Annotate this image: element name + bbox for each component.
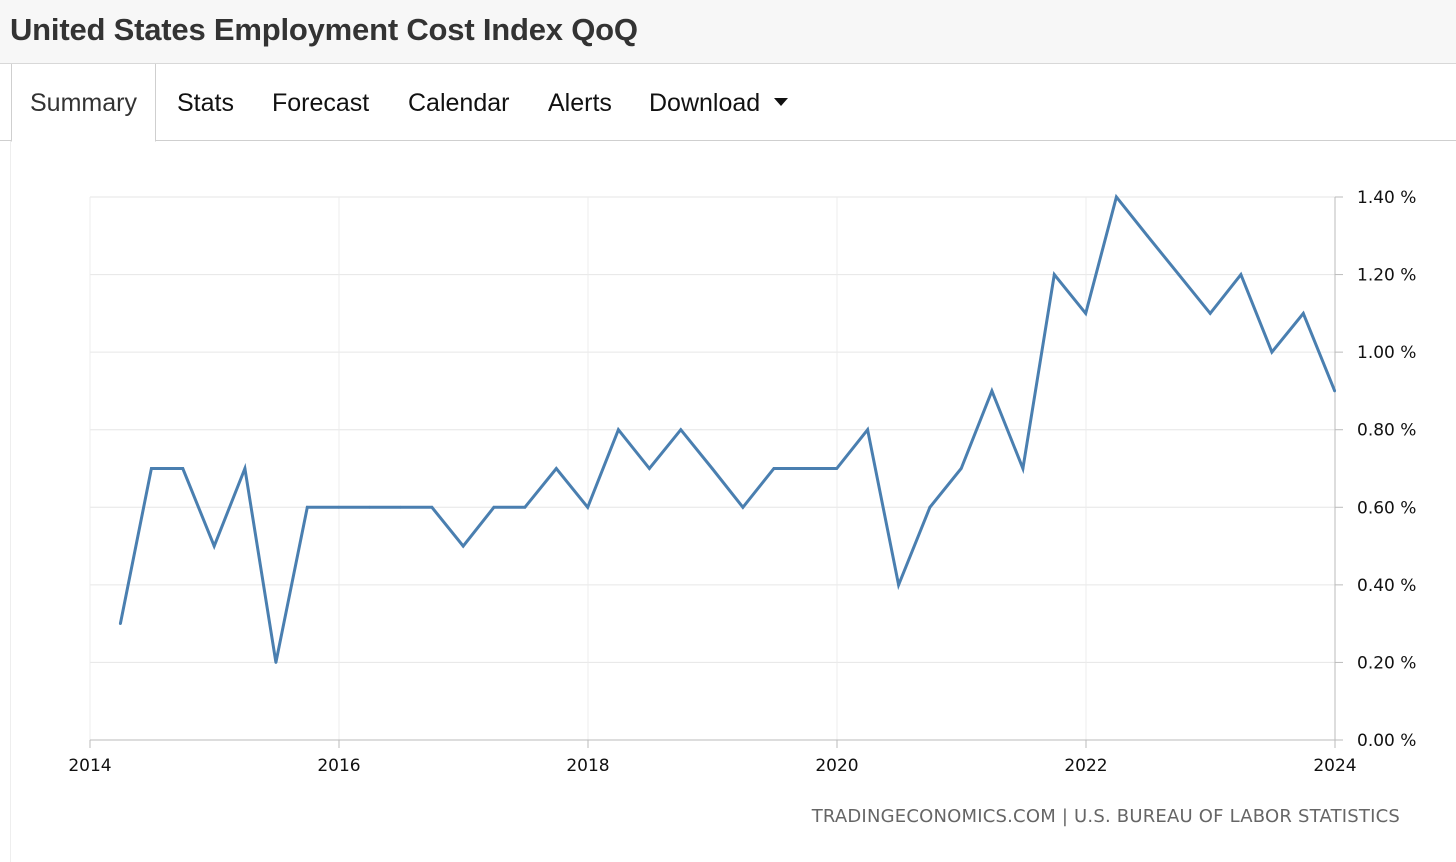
data-point	[1021, 467, 1025, 470]
x-tick-label: 2024	[1313, 756, 1356, 776]
data-point	[243, 467, 247, 470]
tab-calendar[interactable]: Calendar	[408, 64, 509, 141]
data-point	[149, 467, 153, 470]
data-point	[118, 622, 122, 626]
title-bar: United States Employment Cost Index QoQ	[0, 0, 1456, 64]
data-point	[647, 467, 651, 470]
content-border	[10, 141, 11, 862]
y-tick-label: 0.20 %	[1357, 653, 1416, 673]
data-point	[990, 389, 994, 393]
x-tick-label: 2014	[68, 756, 111, 776]
tab-bar: Summary Stats Forecast Calendar Alerts D…	[0, 64, 1456, 142]
data-point	[959, 467, 963, 470]
tab-forecast-label: Forecast	[272, 89, 370, 117]
data-point	[1145, 234, 1149, 238]
data-point	[305, 505, 309, 509]
data-point	[337, 505, 341, 509]
data-point	[368, 505, 372, 509]
tab-download[interactable]: Download	[649, 64, 789, 141]
data-point	[181, 467, 185, 470]
data-point	[679, 428, 683, 432]
y-tick-label: 0.60 %	[1357, 498, 1416, 518]
data-point	[897, 583, 900, 587]
x-tick-label: 2018	[566, 756, 609, 776]
data-point	[928, 505, 932, 509]
tab-forecast[interactable]: Forecast	[272, 64, 369, 141]
tick-layer: 0.00 % 0.20 % 0.40 % 0.60 % 0.80 % 1.00 % 1.20…	[68, 188, 1416, 776]
data-point	[1333, 389, 1337, 393]
data-point	[274, 661, 278, 664]
data-point	[492, 505, 496, 509]
axis-layer	[89, 196, 1343, 748]
y-tick-label: 1.00 %	[1357, 343, 1416, 363]
data-point	[586, 505, 590, 509]
data-point	[1052, 273, 1056, 276]
data-point	[741, 505, 745, 509]
data-point	[1084, 311, 1088, 315]
data-point	[1239, 273, 1243, 276]
data-point	[1208, 311, 1212, 315]
caret-down-icon	[774, 98, 789, 106]
data-point	[1270, 350, 1274, 354]
data-point	[616, 428, 620, 432]
y-tick-label: 1.20 %	[1357, 266, 1416, 286]
series-line	[118, 193, 1337, 663]
tab-summary[interactable]: Summary	[11, 64, 156, 142]
data-point	[523, 505, 527, 509]
tab-alerts[interactable]: Alerts	[548, 64, 612, 141]
y-tick-label: 0.80 %	[1357, 421, 1416, 441]
data-point	[461, 544, 465, 548]
data-point	[554, 467, 558, 470]
data-point	[1114, 195, 1118, 199]
data-point	[1177, 273, 1181, 276]
tab-download-label: Download	[649, 89, 761, 117]
y-tick-label: 1.40 %	[1357, 188, 1416, 208]
tab-summary-label: Summary	[30, 89, 137, 117]
tab-calendar-label: Calendar	[408, 89, 510, 117]
y-tick-label: 0.00 %	[1357, 731, 1416, 751]
x-tick-label: 2020	[815, 756, 858, 776]
data-point	[1301, 311, 1305, 315]
tab-alerts-label: Alerts	[548, 89, 612, 117]
series-layer	[118, 193, 1337, 664]
tab-stats[interactable]: Stats	[177, 64, 234, 141]
tab-stats-label: Stats	[177, 89, 234, 117]
x-tick-label: 2016	[317, 756, 360, 776]
data-point	[772, 467, 776, 470]
y-tick-label: 0.40 %	[1357, 576, 1416, 596]
page-title: United States Employment Cost Index QoQ	[10, 12, 638, 47]
data-point	[835, 467, 839, 470]
data-point	[430, 505, 434, 509]
x-tick-label: 2022	[1064, 756, 1107, 776]
data-point	[866, 428, 870, 432]
grid-layer	[89, 196, 1335, 740]
data-point	[803, 467, 807, 470]
data-point	[710, 467, 714, 470]
data-point	[212, 544, 216, 548]
data-point	[399, 505, 402, 509]
source-attribution: TRADINGECONOMICS.COM | U.S. BUREAU OF LA…	[811, 806, 1400, 827]
